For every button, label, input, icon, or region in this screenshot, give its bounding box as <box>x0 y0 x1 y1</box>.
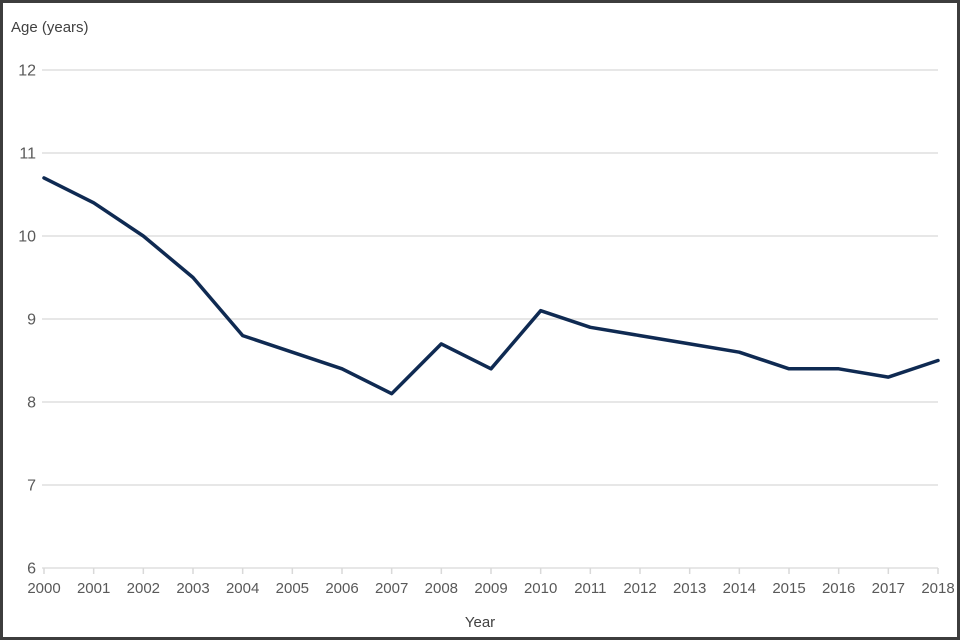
x-tick-label: 2012 <box>623 580 656 597</box>
x-tick-label: 2016 <box>822 580 855 597</box>
line-chart: 6 7 8 9 10 11 12 2000 2001 2002 2003 2004 2005 2006 20… <box>18 63 954 598</box>
x-tick-label: 2008 <box>425 580 458 597</box>
y-tick-label: 9 <box>27 312 36 329</box>
x-tick-label: 2018 <box>921 580 954 597</box>
data-line-series <box>42 176 940 396</box>
y-tick-label: 7 <box>27 478 36 495</box>
x-tick-label: 2017 <box>872 580 905 597</box>
y-tick-label: 12 <box>18 63 36 80</box>
x-tick-label: 2011 <box>574 580 606 597</box>
x-tick-label: 2002 <box>127 580 160 597</box>
x-tick-label: 2006 <box>325 580 358 597</box>
x-tick-label: 2013 <box>673 580 706 597</box>
x-tick-label: 2009 <box>474 580 507 597</box>
x-tick-label: 2014 <box>723 580 756 597</box>
x-tick-label: 2004 <box>226 580 259 597</box>
x-tick-label: 2010 <box>524 580 557 597</box>
y-axis-title: Age (years) <box>11 19 89 36</box>
x-tick-label: 2007 <box>375 580 408 597</box>
y-tick-label: 8 <box>27 395 36 412</box>
y-tick-label: 6 <box>27 561 36 578</box>
x-tick-label: 2005 <box>276 580 309 597</box>
x-tick-label: 2001 <box>77 580 110 597</box>
x-axis-title: Year <box>464 614 496 631</box>
x-tick-label: 2000 <box>27 580 60 597</box>
y-tick-label: 10 <box>18 229 36 246</box>
x-tick-label: 2003 <box>176 580 209 597</box>
x-tick-label: 2015 <box>772 580 805 597</box>
y-tick-label: 11 <box>19 146 36 163</box>
